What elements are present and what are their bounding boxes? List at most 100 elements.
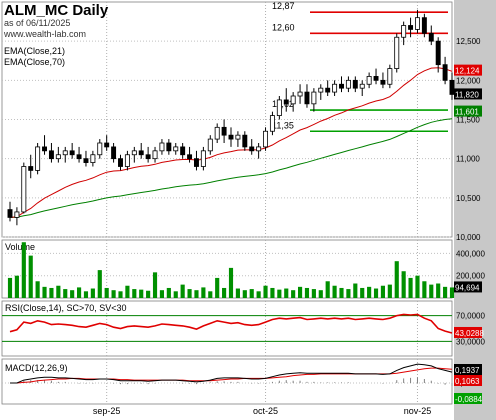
price-y-tick: 11,500 bbox=[456, 116, 480, 125]
x-tick-label: oct-25 bbox=[253, 406, 278, 416]
volume-bar bbox=[159, 290, 165, 298]
rsi-y-tick: 70,0000 bbox=[456, 312, 485, 321]
macd-histogram-tag-label: -0,0884 bbox=[455, 395, 483, 404]
volume-bar bbox=[56, 285, 61, 298]
candle-body bbox=[352, 79, 358, 89]
ema21-line bbox=[9, 67, 453, 218]
source-url: www.wealth-lab.com bbox=[4, 29, 87, 39]
volume-bar bbox=[228, 267, 234, 298]
volume-bar bbox=[346, 289, 351, 298]
candle-body bbox=[366, 76, 372, 85]
candle-body bbox=[332, 83, 338, 93]
volume-bar bbox=[353, 283, 358, 298]
candle-body bbox=[200, 150, 206, 167]
volume-bar bbox=[201, 287, 206, 298]
price-y-tick: 10,000 bbox=[456, 233, 481, 242]
volume-bar bbox=[97, 270, 102, 298]
candle-body bbox=[359, 83, 365, 89]
volume-bar bbox=[263, 285, 268, 298]
rsi-tag bbox=[454, 326, 482, 338]
volume-bar bbox=[297, 286, 303, 298]
volume-bar bbox=[449, 287, 455, 298]
volume-bar bbox=[311, 289, 316, 298]
volume-bar bbox=[235, 288, 240, 298]
candle-body bbox=[90, 154, 96, 163]
volume-bar bbox=[146, 290, 151, 298]
volume-bar bbox=[422, 281, 427, 298]
volume-bar bbox=[415, 275, 420, 298]
volume-bar bbox=[401, 271, 406, 298]
candle-body bbox=[325, 87, 331, 93]
volume-bar bbox=[28, 255, 33, 298]
volume-bar bbox=[429, 284, 434, 298]
volume-bar bbox=[83, 291, 89, 298]
volume-bar bbox=[318, 290, 323, 298]
volume-bar bbox=[76, 287, 82, 298]
candle-body bbox=[345, 79, 351, 89]
volume-bar bbox=[194, 290, 199, 298]
candle-body bbox=[421, 17, 427, 34]
volume-bar bbox=[70, 290, 75, 298]
volume-bar bbox=[118, 291, 123, 298]
price-y-tick: 11,000 bbox=[456, 155, 480, 164]
candle-body bbox=[214, 126, 220, 140]
candle-body bbox=[28, 166, 34, 171]
ema21-tag bbox=[454, 64, 482, 76]
volume-bar bbox=[291, 290, 296, 298]
candle-body bbox=[97, 142, 103, 156]
level-label: 12,60 bbox=[272, 22, 295, 32]
volume-bar bbox=[256, 291, 261, 298]
volume-bar bbox=[394, 261, 399, 298]
chart-title: ALM_MC Daily bbox=[4, 2, 109, 19]
close-tag-label: 11,820 bbox=[455, 90, 479, 99]
volume-bar bbox=[166, 287, 171, 298]
candle-body bbox=[242, 134, 248, 148]
macd-line bbox=[10, 363, 453, 384]
candle-body bbox=[62, 150, 68, 156]
volume-tag bbox=[454, 281, 482, 293]
candle-body bbox=[48, 150, 54, 160]
candle-body bbox=[339, 83, 344, 89]
candle-body bbox=[221, 126, 227, 136]
ema21-tag-label: 12,124 bbox=[455, 67, 480, 76]
volume-bar bbox=[360, 287, 365, 298]
candle-body bbox=[373, 76, 379, 81]
macd-tag bbox=[454, 364, 482, 375]
candle-body bbox=[83, 158, 89, 163]
volume-bar bbox=[373, 288, 379, 298]
candle-body bbox=[304, 91, 310, 105]
candle-body bbox=[187, 154, 193, 160]
macd-panel-frame bbox=[1, 358, 453, 405]
candle-body bbox=[159, 142, 165, 152]
volume-bar bbox=[277, 289, 282, 298]
candle-body bbox=[435, 40, 441, 66]
volume-bar bbox=[325, 281, 330, 298]
x-tick-label: sep-25 bbox=[93, 406, 121, 416]
macd-signal-tag-label: 0,1063 bbox=[455, 377, 480, 386]
macd-label: MACD(12,26,9) bbox=[5, 363, 68, 373]
rsi-panel-frame bbox=[1, 300, 453, 357]
volume-bar bbox=[173, 291, 178, 298]
candle-body bbox=[118, 158, 123, 167]
volume-bar bbox=[63, 289, 68, 298]
candle-body bbox=[124, 154, 130, 167]
volume-bar bbox=[111, 290, 116, 298]
volume-bar bbox=[132, 289, 137, 298]
volume-bar bbox=[49, 287, 54, 298]
volume-bar bbox=[249, 289, 254, 298]
candle-body bbox=[138, 150, 144, 156]
candle-body bbox=[14, 211, 20, 218]
volume-bar bbox=[436, 283, 441, 298]
axis-background bbox=[454, 0, 496, 420]
candle-body bbox=[207, 138, 213, 152]
rsi-label: RSI(Close,14), SC>70, SV<30 bbox=[5, 303, 127, 313]
candle-body bbox=[401, 25, 407, 38]
x-tick-label: nov-25 bbox=[404, 406, 432, 416]
candle-body bbox=[263, 130, 269, 148]
volume-bar bbox=[7, 277, 13, 298]
volume-bar bbox=[380, 285, 386, 298]
candle-body bbox=[173, 146, 179, 152]
candle-body bbox=[387, 68, 393, 85]
candle-body bbox=[442, 64, 448, 81]
candle-body bbox=[21, 166, 27, 213]
